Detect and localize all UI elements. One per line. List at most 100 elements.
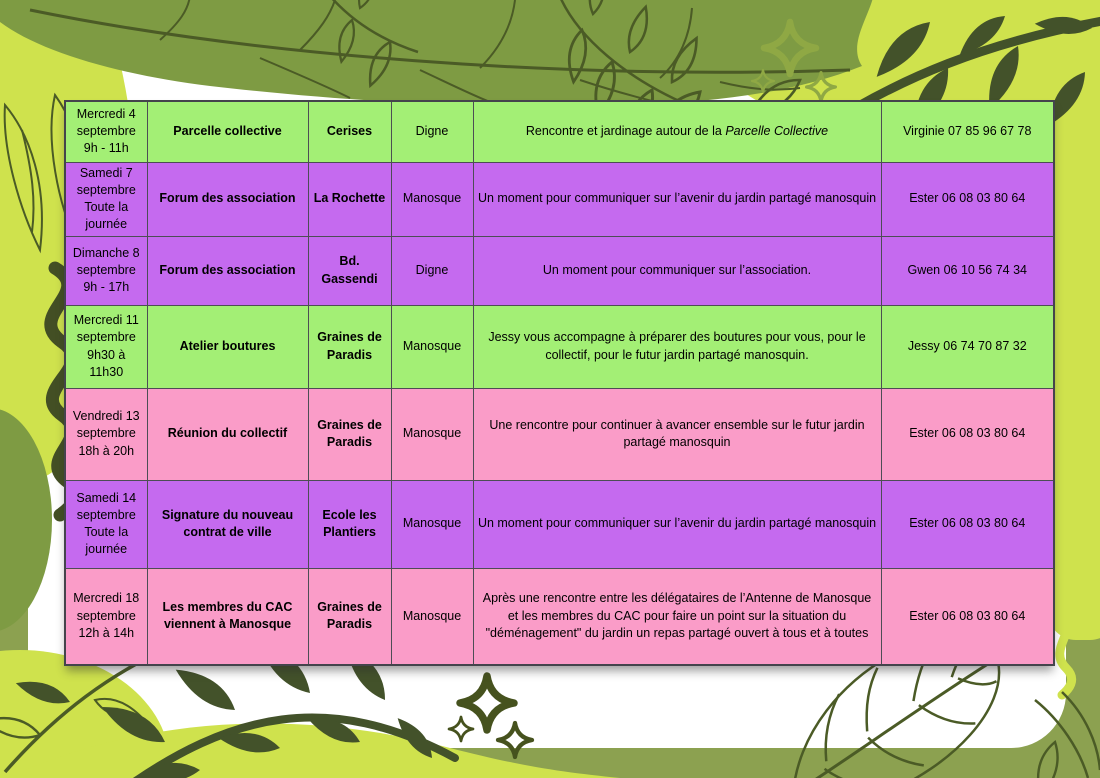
event-row: Mercredi 4 septembre 9h - 11h Parcelle c… [64, 100, 1055, 163]
monstera-leaf-icon-top-left [0, 0, 873, 147]
event-description: Après une rencontre entre les délégatair… [472, 567, 882, 666]
event-title-text: Forum des association [159, 262, 296, 277]
events-table: Mercredi 4 septembre 9h - 11h Parcelle c… [64, 100, 1055, 666]
event-contact-text: Gwen 06 10 56 74 34 [907, 262, 1028, 277]
event-date: Vendredi 13 septembre 18h à 20h [64, 387, 148, 481]
event-description: Un moment pour communiquer sur l’avenir … [472, 161, 882, 237]
event-date: Samedi 14 septembre Toute la journée [64, 479, 148, 569]
event-description-text: Jessy vous accompagne à préparer des bou… [488, 330, 866, 362]
event-date: Mercredi 11 septembre 9h30 à 11h30 [64, 304, 148, 389]
event-date-text: Samedi 14 septembre Toute la journée [76, 490, 137, 557]
event-contact: Jessy 06 74 70 87 32 [880, 304, 1055, 389]
event-title: Atelier boutures [146, 304, 309, 389]
event-date: Mercredi 18 septembre 12h à 14h [64, 567, 148, 666]
event-contact-text: Ester 06 08 03 80 64 [909, 426, 1026, 441]
event-city: Digne [390, 235, 474, 306]
event-contact: Ester 06 08 03 80 64 [880, 387, 1055, 481]
event-city: Manosque [390, 567, 474, 666]
branch-line-art-icon-top-center [328, 0, 714, 163]
event-place-text: Graines de Paradis [317, 417, 382, 449]
event-row: Mercredi 18 septembre 12h à 14h Les memb… [64, 567, 1055, 666]
squiggle-icon-right [1023, 605, 1100, 778]
event-title-text: Les membres du CAC viennent à Manosque [162, 600, 293, 632]
event-city: Manosque [390, 479, 474, 569]
event-description-text: Un moment pour communiquer sur l’avenir … [477, 516, 877, 531]
event-place: Graines de Paradis [307, 304, 392, 389]
event-city-text: Manosque [402, 608, 462, 623]
event-description: Un moment pour communiquer sur l’avenir … [472, 479, 882, 569]
event-description: Un moment pour communiquer sur l’associa… [472, 235, 882, 306]
event-title-text: Forum des association [159, 191, 296, 206]
event-place: Graines de Paradis [307, 387, 392, 481]
event-city-text: Digne [415, 124, 449, 139]
event-title-text: Atelier boutures [179, 338, 276, 353]
event-city: Manosque [390, 387, 474, 481]
event-city-text: Digne [415, 262, 449, 277]
event-date: Samedi 7 septembre Toute la journée [64, 161, 148, 237]
event-title: Forum des association [146, 161, 309, 237]
event-city-text: Manosque [402, 338, 462, 353]
event-row: Mercredi 11 septembre 9h30 à 11h30 Ateli… [64, 304, 1055, 389]
event-contact-text: Jessy 06 74 70 87 32 [907, 338, 1027, 353]
event-date-text: Mercredi 18 septembre 12h à 14h [73, 591, 140, 640]
event-place-text: Cerises [326, 124, 373, 139]
event-title-text: Signature du nouveau contrat de ville [161, 507, 294, 539]
event-place-text: Graines de Paradis [317, 330, 382, 362]
event-description-text: Un moment pour communiquer sur l’associa… [542, 262, 812, 277]
event-contact-text: Ester 06 08 03 80 64 [909, 516, 1026, 531]
event-date-text: Samedi 7 septembre Toute la journée [76, 165, 136, 232]
event-place: Bd. Gassendi [307, 235, 392, 306]
event-date-text: Dimanche 8 septembre 9h - 17h [72, 245, 140, 295]
event-place: Graines de Paradis [307, 567, 392, 666]
event-contact: Gwen 06 10 56 74 34 [880, 235, 1055, 306]
event-city-text: Manosque [402, 516, 462, 531]
event-date-text: Vendredi 13 septembre 18h à 20h [72, 409, 140, 458]
event-contact-text: Virginie 07 85 96 67 78 [903, 124, 1032, 139]
event-row: Dimanche 8 septembre 9h - 17h Forum des … [64, 235, 1055, 306]
sparkles-icon-bottom-center [447, 676, 532, 757]
event-contact: Ester 06 08 03 80 64 [880, 567, 1055, 666]
event-description: Une rencontre pour continuer à avancer e… [472, 387, 882, 481]
event-place-text: Ecole les Plantiers [322, 507, 377, 539]
event-title: Réunion du collectif [146, 387, 309, 481]
event-title: Parcelle collective [146, 100, 309, 163]
event-description-text: Une rencontre pour continuer à avancer e… [489, 417, 865, 449]
event-title-text: Réunion du collectif [167, 426, 288, 441]
event-date: Dimanche 8 septembre 9h - 17h [64, 235, 148, 306]
event-city: Digne [390, 100, 474, 163]
event-place-text: Graines de Paradis [317, 600, 382, 632]
event-place: Cerises [307, 100, 392, 163]
event-title: Signature du nouveau contrat de ville [146, 479, 309, 569]
event-title: Forum des association [146, 235, 309, 306]
event-contact-text: Ester 06 08 03 80 64 [909, 608, 1026, 623]
event-row: Samedi 14 septembre Toute la journée Sig… [64, 479, 1055, 569]
event-title: Les membres du CAC viennent à Manosque [146, 567, 309, 666]
event-contact: Ester 06 08 03 80 64 [880, 161, 1055, 237]
event-row: Samedi 7 septembre Toute la journée Foru… [64, 161, 1055, 237]
event-city-text: Manosque [402, 191, 462, 206]
event-title-text: Parcelle collective [173, 124, 282, 139]
event-description: Jessy vous accompagne à préparer des bou… [472, 304, 882, 389]
event-description: Rencontre et jardinage autour de la Parc… [472, 100, 882, 163]
event-row: Vendredi 13 septembre 18h à 20h Réunion … [64, 387, 1055, 481]
table-body: Mercredi 4 septembre 9h - 11h Parcelle c… [64, 100, 1055, 666]
event-date-text: Mercredi 11 septembre 9h30 à 11h30 [73, 313, 139, 379]
event-date: Mercredi 4 septembre 9h - 11h [64, 100, 148, 163]
event-place: La Rochette [307, 161, 392, 237]
event-contact: Virginie 07 85 96 67 78 [880, 100, 1055, 163]
event-description-text: Rencontre et jardinage autour de la [525, 124, 726, 139]
event-city-text: Manosque [402, 426, 462, 441]
event-city: Manosque [390, 304, 474, 389]
event-place-text: Bd. Gassendi [321, 254, 378, 286]
event-description-italic: Parcelle Collective [725, 124, 829, 139]
event-date-text: Mercredi 4 septembre 9h - 11h [76, 106, 136, 156]
event-description-text: Un moment pour communiquer sur l’avenir … [477, 191, 877, 206]
event-description-text: Après une rencontre entre les délégatair… [482, 591, 872, 640]
event-place: Ecole les Plantiers [307, 479, 392, 569]
event-city: Manosque [390, 161, 474, 237]
leafy-branch-icon-bottom [101, 631, 459, 778]
event-place-text: La Rochette [313, 191, 386, 206]
event-contact-text: Ester 06 08 03 80 64 [909, 191, 1026, 206]
event-contact: Ester 06 08 03 80 64 [880, 479, 1055, 569]
